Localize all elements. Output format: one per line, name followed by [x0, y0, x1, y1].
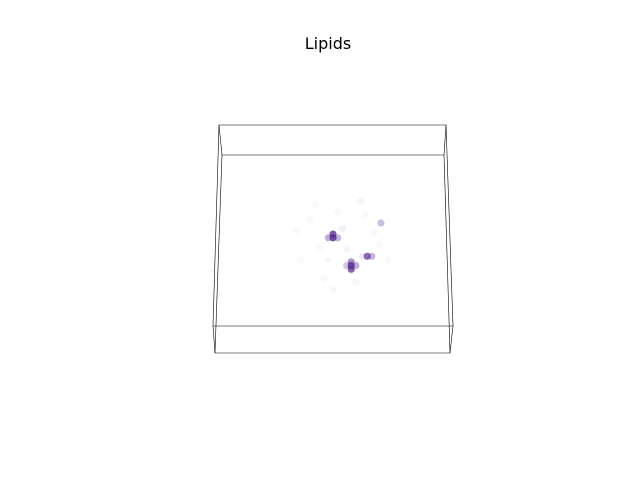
scatter-point [352, 279, 359, 286]
scatter-points [293, 197, 391, 293]
scatter-point [361, 212, 368, 219]
scatter-point [329, 234, 337, 242]
box-edge-back-right [445, 124, 454, 327]
scatter-point [293, 227, 300, 234]
scatter-point [324, 256, 332, 264]
box-edge-front-right [443, 154, 451, 354]
scatter-point [311, 201, 318, 208]
scatter-point [347, 262, 355, 270]
scatter-point [315, 243, 323, 251]
scatter-point [363, 252, 371, 260]
scatter-point [375, 242, 382, 249]
scatter-point [320, 275, 327, 282]
scatter-point [338, 225, 346, 233]
box-edge-front-left [214, 154, 223, 354]
scatter-point [343, 245, 351, 253]
bounding-box [212, 124, 454, 354]
scatter-point [370, 228, 378, 236]
scatter-point [377, 219, 385, 227]
box-bottom-face [212, 325, 454, 354]
scatter-point [329, 286, 336, 293]
scatter-point [334, 208, 342, 216]
box-edge-back-left [212, 124, 220, 327]
chart-title: Lipids [305, 34, 351, 53]
box-top-face [218, 124, 447, 156]
scatter-point [356, 197, 364, 205]
scatter-point [298, 256, 305, 263]
scatter-point [384, 256, 391, 263]
scatter-point [307, 216, 314, 223]
